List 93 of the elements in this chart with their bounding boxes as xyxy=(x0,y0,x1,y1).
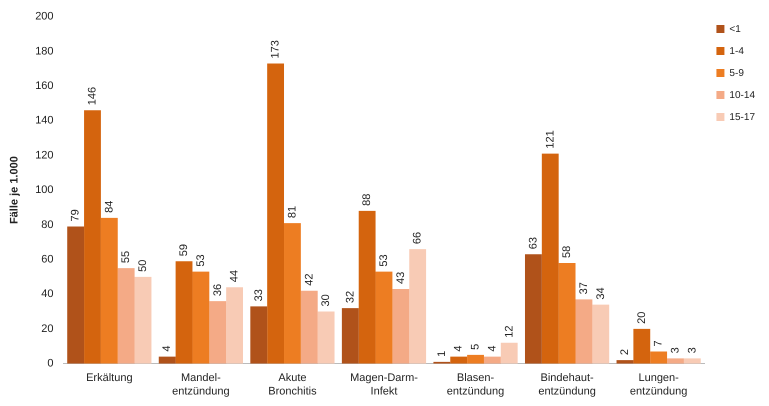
bar xyxy=(176,261,192,364)
data-label: 53 xyxy=(378,254,390,267)
y-tick-label: 120 xyxy=(35,149,54,162)
bar xyxy=(484,356,501,364)
data-label: 2 xyxy=(618,349,631,356)
y-tick-label: 140 xyxy=(35,114,54,127)
y-tick-label: 20 xyxy=(41,322,54,335)
y-tick-label: 100 xyxy=(35,184,54,196)
data-label: 36 xyxy=(212,284,224,296)
bar xyxy=(192,272,210,364)
x-tick-label: Mandel- entzündung xyxy=(172,372,230,398)
data-label: 4 xyxy=(452,346,465,352)
bar xyxy=(358,210,376,364)
legend-label: 5-9 xyxy=(729,68,744,79)
bar xyxy=(667,358,684,364)
bar xyxy=(558,262,576,364)
bar xyxy=(409,249,426,364)
data-label: 58 xyxy=(561,246,574,258)
bar xyxy=(84,110,101,364)
x-tick-label: Erkältung xyxy=(86,372,133,384)
bar xyxy=(450,356,468,364)
data-label: 173 xyxy=(270,40,282,58)
bar xyxy=(342,308,359,364)
data-label: 37 xyxy=(578,282,590,294)
legend-label: 1-4 xyxy=(729,46,744,57)
legend-label: <1 xyxy=(729,24,742,35)
data-label: 79 xyxy=(70,209,82,222)
bar xyxy=(684,358,701,364)
data-label: 1 xyxy=(436,350,448,357)
bar xyxy=(542,154,559,364)
data-label: 88 xyxy=(361,194,374,206)
data-label: 59 xyxy=(178,244,190,256)
data-label: 44 xyxy=(228,270,241,282)
y-tick-label: 60 xyxy=(41,254,54,266)
bar xyxy=(118,268,135,364)
bar xyxy=(576,299,592,364)
data-label: 121 xyxy=(544,130,556,149)
legend-label: 10-14 xyxy=(729,90,756,101)
bar xyxy=(134,276,152,364)
data-label: 5 xyxy=(470,344,482,350)
bar xyxy=(376,272,392,364)
bar xyxy=(209,301,226,364)
y-tick-label: 180 xyxy=(35,45,54,58)
bar xyxy=(500,342,518,364)
x-tick-label: Bindehaut- entzündung xyxy=(538,372,596,398)
legend-label: 15-17 xyxy=(729,112,756,123)
bar xyxy=(284,223,301,364)
data-label: 50 xyxy=(137,260,150,272)
bar xyxy=(300,290,318,364)
y-tick-label: 80 xyxy=(41,218,54,231)
bar xyxy=(467,354,484,364)
y-tick-label: 40 xyxy=(41,288,54,300)
data-label: 84 xyxy=(103,200,116,213)
data-label: 63 xyxy=(527,237,540,250)
y-tick-label: 160 xyxy=(35,80,54,92)
bar xyxy=(633,328,650,364)
bar xyxy=(226,287,243,364)
data-label: 81 xyxy=(286,206,298,218)
bar xyxy=(100,218,118,364)
bar xyxy=(616,360,634,364)
data-label: 43 xyxy=(394,272,407,284)
data-label: 4 xyxy=(161,346,174,352)
bar xyxy=(592,304,610,364)
data-label: 30 xyxy=(320,294,332,307)
data-label: 7 xyxy=(652,340,665,346)
x-tick-label: Magen-Darm- Infekt xyxy=(350,372,418,398)
data-label: 33 xyxy=(252,289,265,302)
data-label: 53 xyxy=(194,254,207,267)
bar xyxy=(650,351,668,364)
data-label: 42 xyxy=(303,273,316,286)
data-label: 12 xyxy=(503,326,516,338)
data-label: 3 xyxy=(670,347,682,354)
data-label: 3 xyxy=(686,347,698,354)
bar xyxy=(250,306,268,364)
bar xyxy=(392,288,410,364)
data-label: 55 xyxy=(120,250,132,264)
data-label: 34 xyxy=(594,287,607,300)
bar xyxy=(158,356,176,364)
bar xyxy=(524,254,542,364)
y-tick-label: 200 xyxy=(35,10,54,23)
bar xyxy=(67,226,84,364)
data-label: 66 xyxy=(412,232,424,244)
data-label: 4 xyxy=(486,346,498,352)
x-tick-label: Akute Bronchitis xyxy=(268,372,318,398)
x-tick-label: Lungen- entzündung xyxy=(630,372,688,398)
bar xyxy=(267,63,284,364)
data-label: 146 xyxy=(86,86,99,106)
data-label: 32 xyxy=(344,290,356,304)
bar xyxy=(318,312,335,364)
x-tick-label: Blasen- entzündung xyxy=(446,372,504,398)
y-axis-title: Fälle je 1.000 xyxy=(8,156,21,224)
data-label: 20 xyxy=(636,312,648,324)
y-tick-label: 0 xyxy=(47,358,54,370)
